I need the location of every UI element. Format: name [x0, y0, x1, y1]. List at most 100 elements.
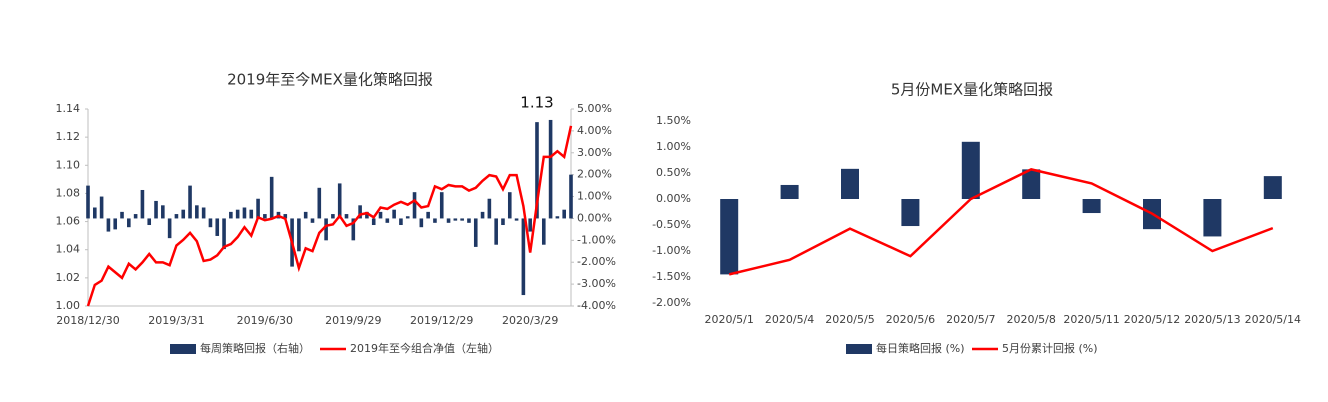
bar: [93, 207, 97, 219]
bar: [501, 218, 505, 226]
bar: [514, 218, 519, 221]
bar: [507, 192, 512, 219]
annotation: 1.13: [520, 94, 553, 112]
bar: [426, 211, 430, 219]
bar: [399, 218, 403, 226]
y-tick-label: 1.10: [56, 158, 81, 171]
bar: [120, 211, 124, 219]
bar: [720, 199, 739, 275]
bar: [494, 218, 498, 245]
bar: [86, 185, 90, 219]
bar: [487, 198, 492, 219]
bar: [371, 218, 376, 226]
bar: [521, 218, 526, 296]
x-tick-label: 2020/5/12: [1124, 313, 1180, 326]
y-tick-label: 1.14: [56, 102, 81, 115]
y2-tick-label: 4.00%: [577, 124, 612, 137]
y-tick-label: 0.50%: [656, 166, 691, 179]
y-tick-label: 1.00%: [656, 140, 691, 153]
bar: [195, 205, 199, 219]
bar: [263, 214, 267, 219]
x-tick-label: 2019/12/29: [410, 314, 473, 327]
line: [728, 168, 1274, 276]
x-tick-label: 2020/5/7: [946, 313, 995, 326]
x-tick-label: 2020/3/29: [502, 314, 558, 327]
bar: [154, 200, 158, 219]
bar: [303, 211, 308, 219]
bar: [161, 205, 165, 219]
bar: [528, 218, 532, 232]
y2-tick-label: 3.00%: [577, 146, 612, 159]
bar: [548, 119, 553, 219]
bar: [215, 218, 220, 236]
y-tick-label: 1.02: [56, 271, 81, 284]
bar: [317, 187, 322, 219]
chart-title: 5月份MEX量化策略回报: [891, 81, 1053, 99]
y2-tick-label: 2.00%: [577, 168, 612, 181]
bar: [562, 209, 566, 219]
x-tick-label: 2020/5/4: [765, 313, 814, 326]
y-tick-label: -1.50%: [652, 270, 691, 283]
legend-swatch: [846, 344, 872, 354]
bar: [249, 209, 254, 219]
bar: [541, 218, 546, 245]
bar: [535, 122, 539, 219]
x-tick-label: 2020/5/5: [825, 313, 874, 326]
y-tick-label: 1.00: [56, 299, 81, 312]
x-tick-label: 2020/5/1: [704, 313, 753, 326]
bar: [480, 211, 485, 219]
bar: [555, 216, 560, 219]
x-tick-label: 2019/9/29: [325, 314, 381, 327]
bar: [473, 218, 478, 247]
x-tick-label: 2020/5/8: [1006, 313, 1055, 326]
bar: [201, 207, 206, 219]
bar: [269, 176, 274, 219]
bar: [127, 218, 131, 228]
bar: [358, 205, 362, 219]
y-tick-label: 1.04: [56, 243, 81, 256]
bar: [392, 209, 396, 219]
bar: [283, 214, 288, 219]
bar: [467, 218, 471, 223]
bar: [208, 218, 213, 228]
bar: [106, 218, 111, 232]
x-tick-label: 2020/5/11: [1063, 313, 1119, 326]
bar: [453, 218, 458, 221]
bar: [1022, 169, 1041, 199]
bar: [405, 216, 410, 219]
y-tick-label: 1.08: [56, 186, 81, 199]
bar: [242, 207, 247, 219]
bar: [1263, 176, 1282, 199]
bar: [222, 218, 226, 250]
y-tick-label: -0.50%: [652, 218, 691, 231]
bar: [439, 192, 444, 219]
y2-tick-label: 5.00%: [577, 102, 612, 115]
x-tick-label: 2020/5/6: [886, 313, 935, 326]
x-tick-label: 2020/5/13: [1184, 313, 1240, 326]
x-tick-label: 2018/12/30: [56, 314, 119, 327]
bar: [133, 214, 138, 219]
bar: [337, 183, 342, 219]
x-tick-label: 2019/3/31: [148, 314, 204, 327]
bar: [780, 184, 799, 199]
bar: [446, 218, 451, 223]
y-tick-label: -1.00%: [652, 244, 691, 257]
bar: [310, 218, 315, 223]
line: [86, 125, 573, 307]
bar: [167, 218, 172, 239]
legend-label: 每日策略回报 (%): [876, 341, 965, 355]
bar: [235, 209, 240, 219]
y2-tick-label: -1.00%: [577, 233, 616, 246]
bar: [188, 185, 192, 219]
bar: [460, 218, 464, 221]
chart-title: 2019年至今MEX量化策略回报: [227, 71, 433, 89]
y-tick-label: 1.06: [56, 215, 81, 228]
legend-label: 每周策略回报（右轴）: [200, 341, 310, 355]
bar: [378, 211, 383, 219]
bar: [113, 218, 118, 230]
bar: [140, 189, 145, 219]
bar: [256, 198, 260, 219]
bar: [419, 218, 424, 228]
